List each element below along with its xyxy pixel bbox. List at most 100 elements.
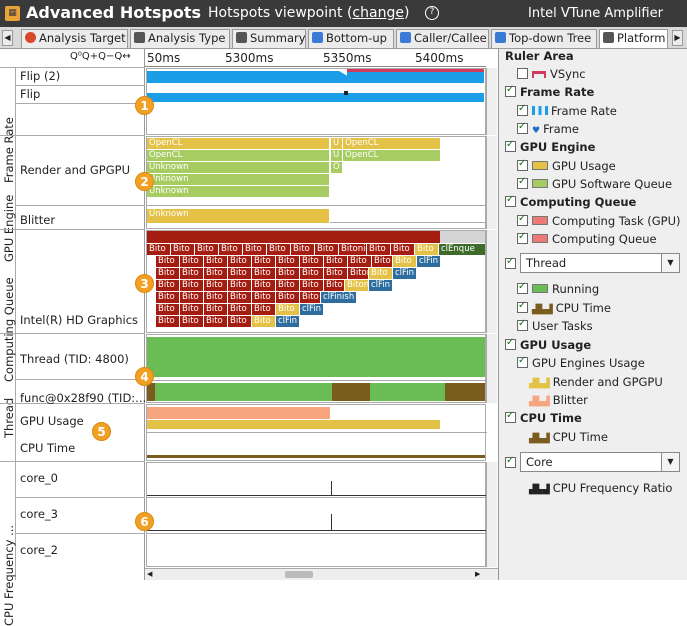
title-bar: ▦ Advanced Hotspots Hotspots viewpoint (… [0,0,687,27]
gpu-engines-usage-option[interactable]: GPU Engines Usage [517,355,645,370]
bito-task: Bito [171,244,195,255]
render-gpgpu-icon: ▟▙▟ [529,379,550,389]
bito-task: Bito [252,304,276,315]
computing-queue-checkbox[interactable] [517,231,528,244]
frame-option[interactable]: ♥Frame [517,121,579,136]
opencl-sw-bar: OpenCL [147,150,330,161]
top-down-tree-icon [495,32,506,43]
cpu-freq-icon: ▟▙▟ [529,485,550,495]
thread-scrollbar[interactable] [486,334,497,403]
thread-select[interactable]: Thread ▼ [520,253,680,273]
flip-bar [147,93,484,102]
frame-checkbox[interactable] [517,121,528,134]
gpu-engines-usage-checkbox[interactable] [517,355,528,368]
gpu-engine-group-option[interactable]: GPU Engine [505,139,595,154]
gpu-usage-group-checkbox[interactable] [505,337,516,350]
thread-cpu-time-option[interactable]: ▟▙▟CPU Time [517,300,611,315]
computing-queue-group-option[interactable]: Computing Queue [505,194,636,209]
bito-task: Bito [372,256,393,267]
computing-queue-group-checkbox[interactable] [505,194,516,207]
gpu-usage-option[interactable]: GPU Usage [517,158,616,173]
computing-queue-option[interactable]: Computing Queue [517,231,657,246]
scroll-thumb[interactable] [285,571,313,578]
ruler-line [145,66,486,67]
app-logo-icon: ▦ [5,6,20,21]
computing-task-option[interactable]: Computing Task (GPU) [517,213,681,228]
gpu-sw-queue-option[interactable]: GPU Software Queue [517,176,672,191]
thread-group-option[interactable] [505,256,520,271]
unknown-bar: Unknown [147,174,330,185]
row-label-gpu-usage: GPU Usage [20,414,84,428]
bito-task: Bito [324,256,348,267]
frame-rate-group-checkbox[interactable] [505,84,516,97]
bito-task: Bito [228,292,252,303]
unknown-bar: Unknown [147,186,330,197]
cpu-time-icon: ▟▙▟ [532,305,553,315]
cpu-time-legend: ▟▙▟ CPU Time [529,430,608,444]
tab-scroll-left-icon[interactable]: ◀ [2,30,13,46]
gpu-engine-scrollbar[interactable] [486,136,497,229]
bito-task: Bito [156,280,180,291]
thread-cpu-time-checkbox[interactable] [517,300,528,313]
viewpoint-label: Hotspots viewpoint (change) [208,5,410,21]
horizontal-scrollbar[interactable]: ◀ ▶ [145,568,498,580]
tab-analysis-type[interactable]: Analysis Type [130,29,230,48]
cpu-time-group-checkbox[interactable] [505,410,516,423]
gpu-usage-group-option[interactable]: GPU Usage [505,337,591,352]
idle-bar [440,231,485,243]
tab-summary[interactable]: Summary [232,29,306,48]
product-name: Intel VTune Amplifier [528,6,663,21]
zoom-toolbar[interactable]: Q⁰Q+Q−Q↔ [70,51,131,62]
chevron-down-icon[interactable]: ▼ [661,453,679,471]
computing-task-checkbox[interactable] [517,213,528,226]
tab-scroll-right-icon[interactable]: ▶ [672,30,683,46]
tab-analysis-target[interactable]: Analysis Target [21,29,128,48]
core-group-option[interactable] [505,455,520,470]
running-option[interactable]: Running [517,281,599,296]
bitonic-task: Bitonic [339,244,367,255]
gpu-usage-checkbox[interactable] [517,158,528,171]
gpu-engine-group-checkbox[interactable] [505,139,516,152]
func-running-bar [147,383,485,401]
frame-rate-scrollbar[interactable] [486,68,497,135]
bito-task: Bito [219,244,243,255]
chevron-down-icon[interactable]: ▼ [661,254,679,272]
scroll-right-icon[interactable]: ▶ [475,570,481,578]
tab-caller-callee[interactable]: Caller/Callee [396,29,489,48]
bito-task: Bito [252,316,276,327]
bito-task: Bito [300,292,321,303]
frame-rate-group-option[interactable]: Frame Rate [505,84,594,99]
frame-rate-checkbox[interactable] [517,103,528,116]
separator [147,497,487,498]
timeline-graph[interactable]: 50ms 5300ms 5350ms 5400ms OpenCL U OpenC… [92,49,498,580]
computing-queue-scrollbar[interactable] [486,230,497,333]
scroll-left-icon[interactable]: ◀ [147,570,153,578]
tick-label: 5300ms [225,51,274,65]
user-tasks-checkbox[interactable] [517,318,528,331]
vsync-option[interactable]: VSync [517,67,586,81]
cpu-time-group-option[interactable]: CPU Time [505,410,582,425]
help-icon[interactable]: ? [425,6,439,20]
vsync-checkbox[interactable] [517,68,528,79]
separator [16,533,145,534]
gpu-sw-queue-checkbox[interactable] [517,176,528,189]
frame-rate-option[interactable]: Frame Rate [517,103,617,118]
core-select[interactable]: Core ▼ [520,452,680,472]
thread-group-checkbox[interactable] [505,256,516,269]
change-viewpoint-link[interactable]: change [352,5,404,21]
gpu-engine-track: OpenCL U OpenCL OpenCL U OpenCL Unknown … [146,136,487,229]
cpu-time-bar [332,383,370,401]
cpu-frequency-scrollbar[interactable] [486,462,497,567]
running-checkbox[interactable] [517,281,528,294]
tab-top-down-tree[interactable]: Top-down Tree [491,29,597,48]
bito-task: Bito [367,244,391,255]
callout-badge: 4 [135,367,154,386]
bito-task: Bito [252,268,276,279]
o-bar: O [331,162,343,173]
baseline [330,222,485,223]
core-group-checkbox[interactable] [505,455,516,468]
user-tasks-option[interactable]: User Tasks [517,318,593,333]
group-column [0,67,16,580]
tab-platform[interactable]: Platform [599,29,668,48]
tab-bottom-up[interactable]: Bottom-up [308,29,394,48]
